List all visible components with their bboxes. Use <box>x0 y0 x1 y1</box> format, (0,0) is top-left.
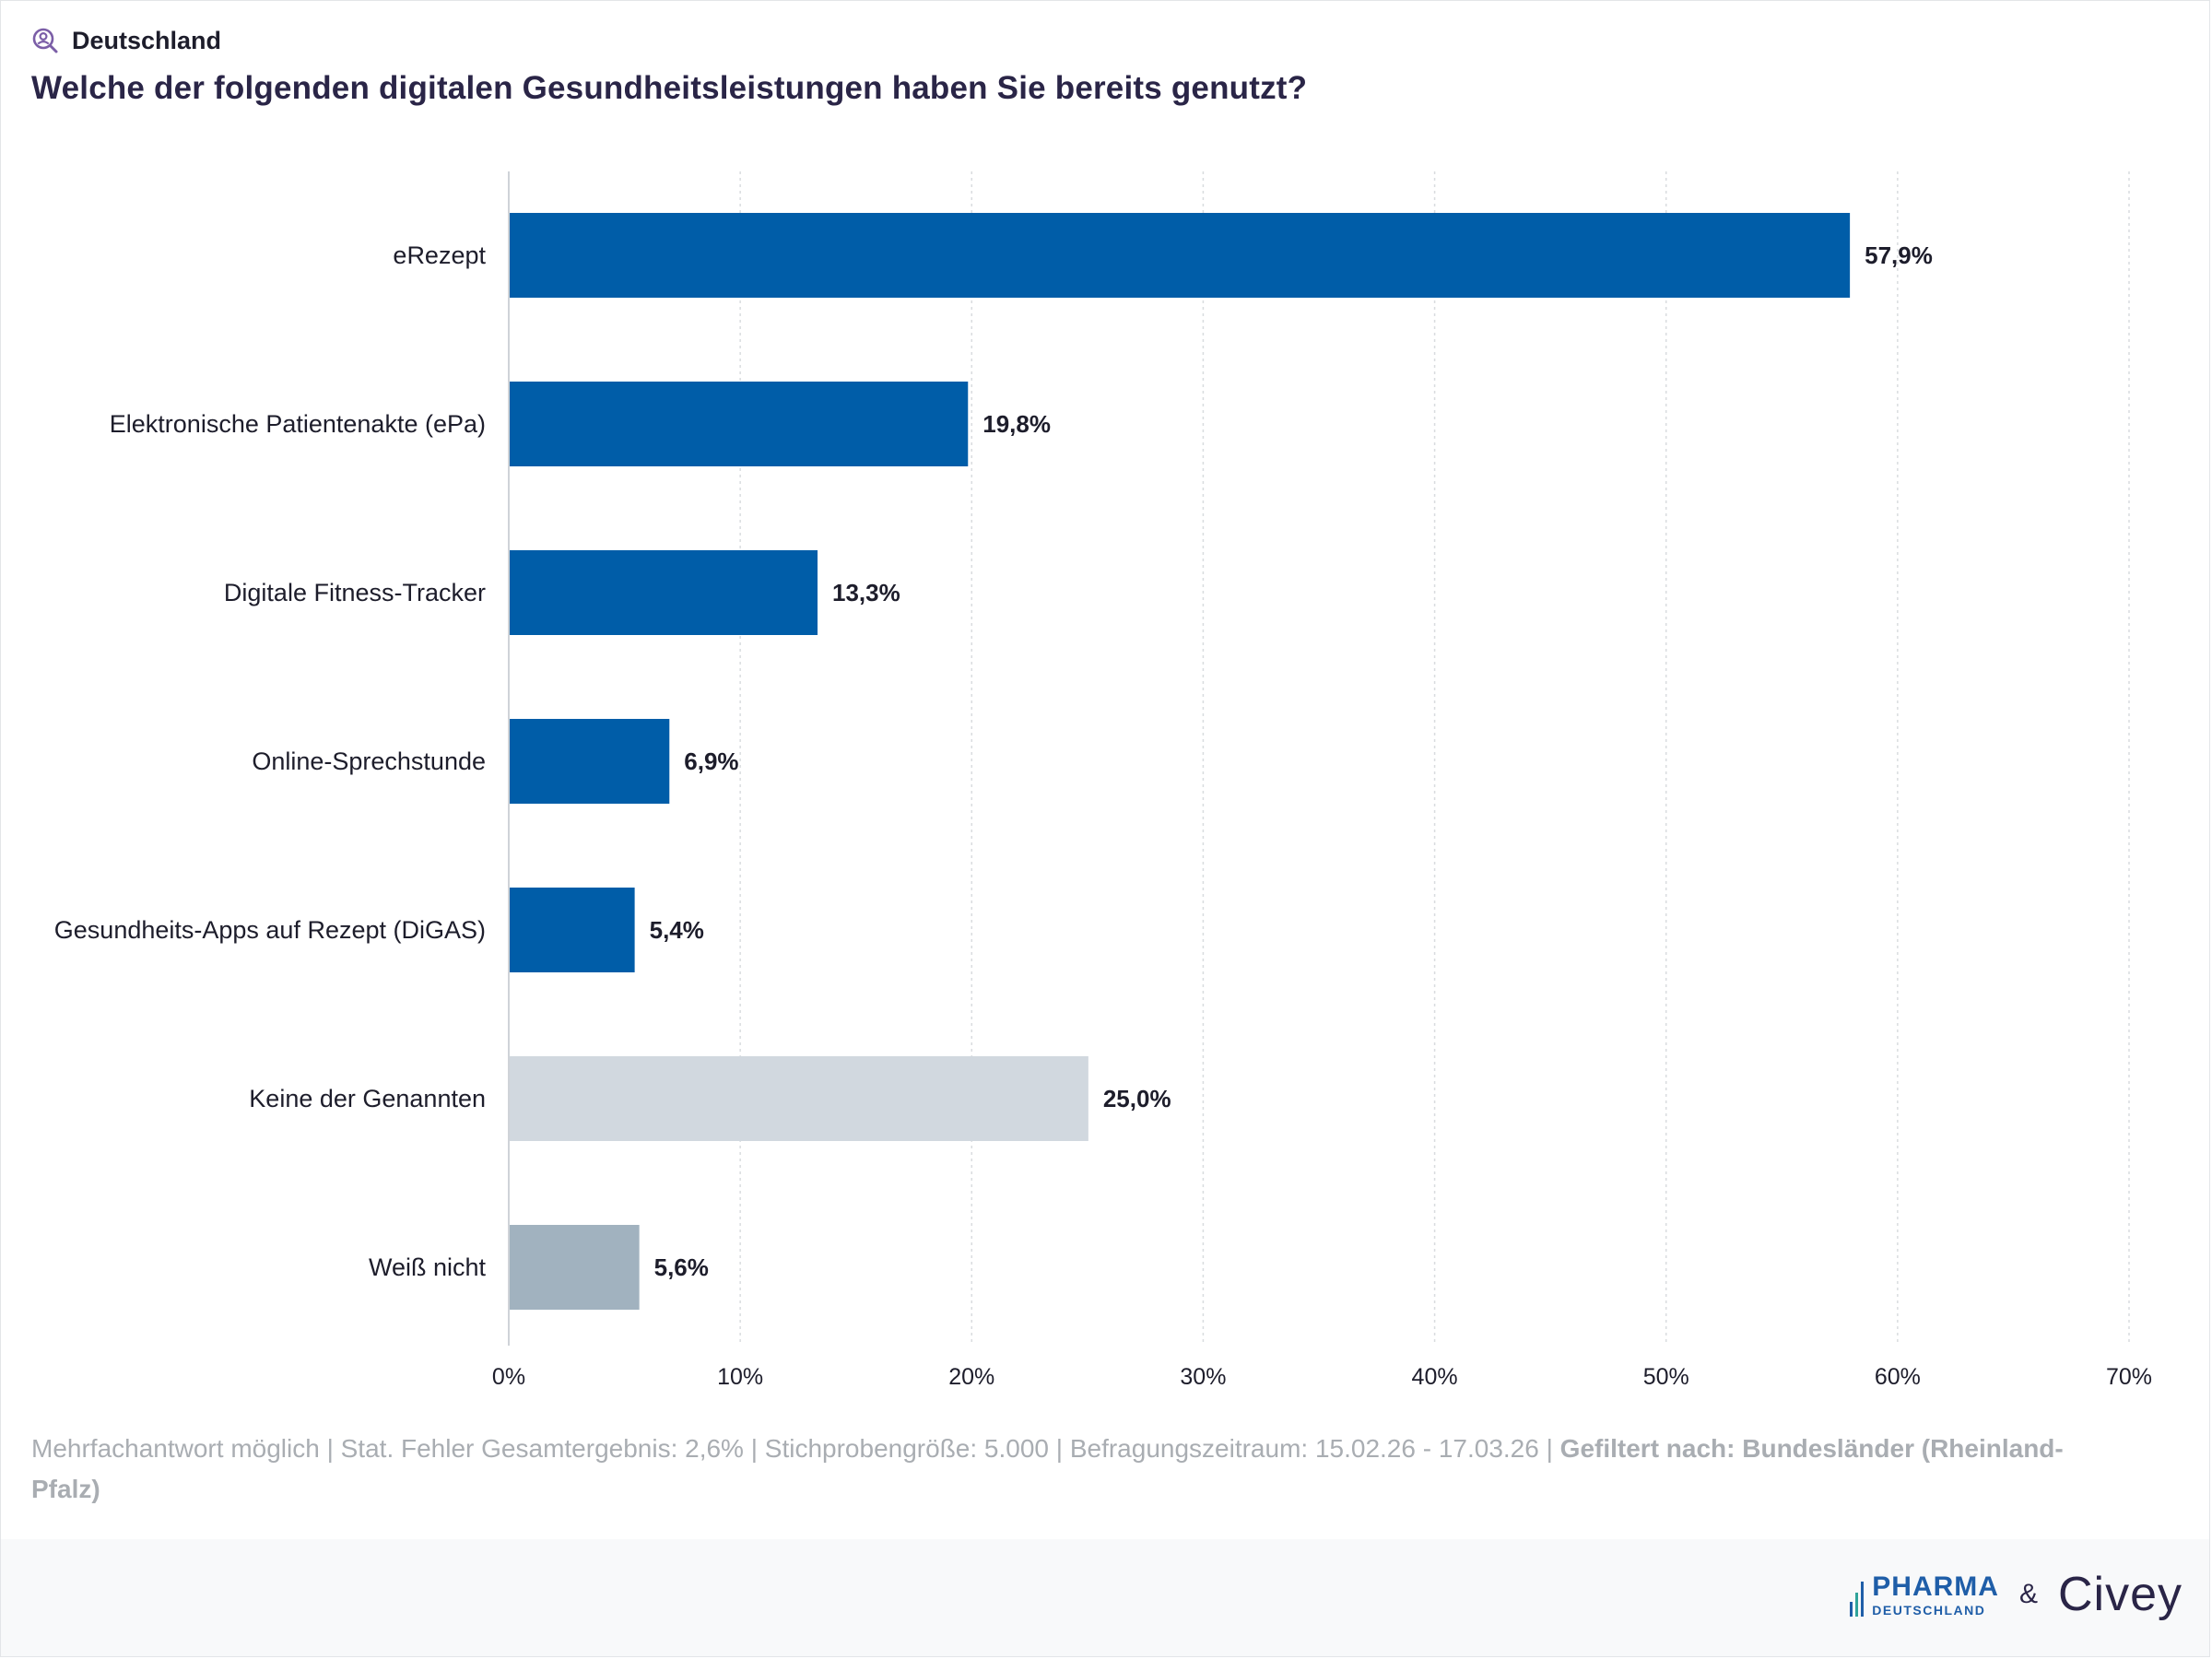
x-tick-label: 50% <box>1643 1364 1689 1390</box>
bar <box>510 550 818 635</box>
category-label: eRezept <box>393 241 486 269</box>
pharma-bars-icon <box>1850 1581 1865 1617</box>
category-label: Weiß nicht <box>369 1253 487 1281</box>
category-label: Keine der Genannten <box>249 1085 486 1112</box>
value-label: 6,9% <box>684 747 738 775</box>
footnote-text: Mehrfachantwort möglich | Stat. Fehler G… <box>31 1434 1553 1463</box>
bar <box>510 213 1851 298</box>
value-label: 19,8% <box>982 410 1051 438</box>
value-label: 57,9% <box>1865 241 1933 269</box>
bar <box>510 1225 640 1310</box>
region-label: Deutschland <box>72 26 222 54</box>
chart-header: Deutschland Welche der folgenden digital… <box>31 20 2181 107</box>
category-label: Gesundheits-Apps auf Rezept (DiGAS) <box>54 916 486 944</box>
category-label: Elektronische Patientenakte (ePa) <box>110 410 486 438</box>
bar <box>510 888 635 972</box>
pharma-wordmark: PHARMA DEUTSCHLAND <box>1872 1571 1999 1618</box>
pharma-sub: DEUTSCHLAND <box>1872 1602 1986 1618</box>
bar-chart: 0% 10% 20% 30% 40% 50% 60% 70% eRezept 57,9% Elekt… <box>54 171 2152 1390</box>
region-row: Deutschland <box>31 20 2181 61</box>
x-tick-label: 10% <box>717 1364 763 1390</box>
chart-title: Welche der folgenden digitalen Gesundhei… <box>31 70 1308 106</box>
x-tick-label: 60% <box>1875 1364 1921 1390</box>
search-person-icon <box>32 28 58 53</box>
value-label: 5,6% <box>654 1253 709 1281</box>
x-tick-label: 20% <box>948 1364 994 1390</box>
value-label: 25,0% <box>1103 1085 1171 1112</box>
x-tick-label: 30% <box>1180 1364 1226 1390</box>
pharma-logo: PHARMA DEUTSCHLAND <box>1850 1571 1999 1618</box>
bar <box>510 719 670 804</box>
pharma-main: PHARMA <box>1872 1571 1999 1602</box>
bar <box>510 382 969 466</box>
value-label: 13,3% <box>832 579 900 606</box>
category-label: Digitale Fitness-Tracker <box>224 579 486 606</box>
bar <box>510 1056 1088 1141</box>
logos: PHARMA DEUTSCHLAND & Civey <box>1850 1567 2183 1622</box>
footnote: Mehrfachantwort möglich | Stat. Fehler G… <box>31 1429 2096 1510</box>
x-tick-label: 0% <box>492 1364 525 1390</box>
footer-band <box>1 1539 2209 1656</box>
civey-logo: Civey <box>2057 1568 2183 1621</box>
footnote-filter: Gefiltert nach: Bundesländer (Rheinland-… <box>31 1434 2064 1503</box>
category-label: Online-Sprechstunde <box>252 747 486 775</box>
x-tick-label: 70% <box>2106 1364 2152 1390</box>
value-label: 5,4% <box>650 916 704 944</box>
logo-ampersand: & <box>2018 1579 2038 1609</box>
x-tick-label: 40% <box>1412 1364 1458 1390</box>
